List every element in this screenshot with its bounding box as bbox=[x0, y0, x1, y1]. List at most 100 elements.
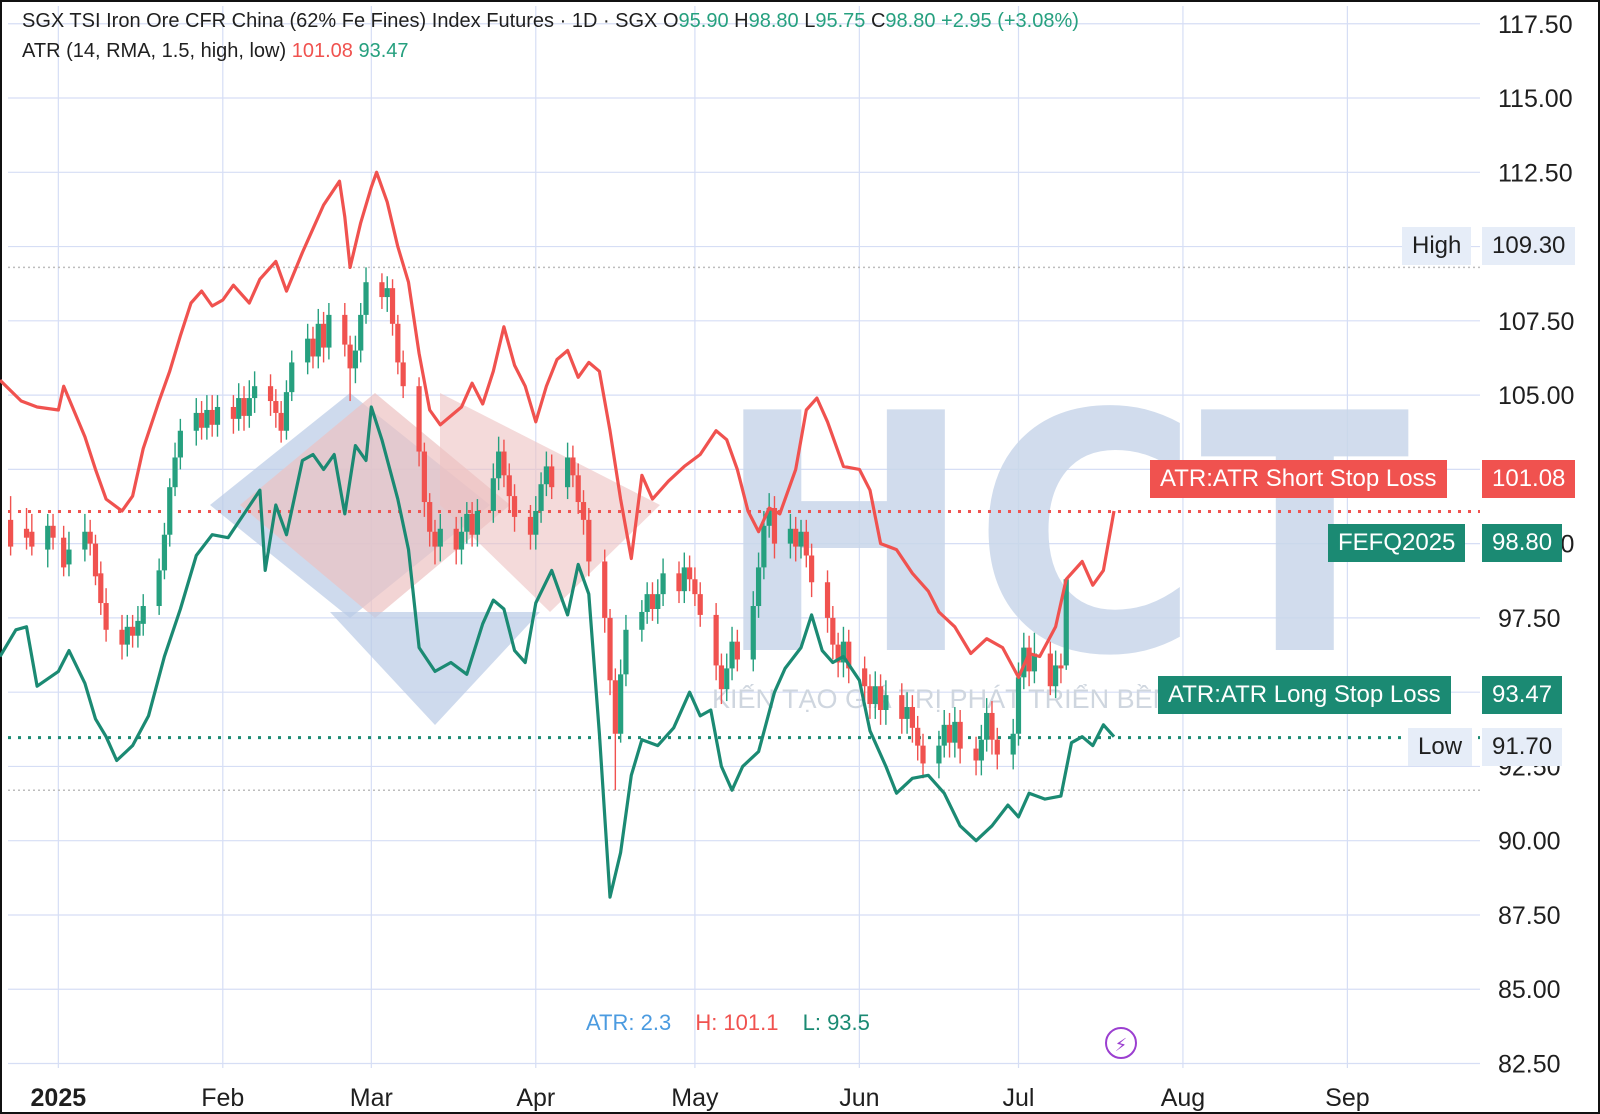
candle-body bbox=[1031, 653, 1038, 672]
candle-body bbox=[676, 573, 682, 592]
candle-body bbox=[474, 510, 481, 535]
change-value: +2.95 (+3.08%) bbox=[941, 10, 1079, 32]
candle-body bbox=[326, 314, 332, 348]
candle-body bbox=[840, 641, 847, 663]
candle-body bbox=[23, 528, 30, 538]
candle-body bbox=[718, 665, 725, 690]
candle-body bbox=[130, 626, 136, 636]
candle-body bbox=[140, 606, 146, 624]
short-stop-price-tag: 101.08 bbox=[1482, 460, 1576, 498]
candle-body bbox=[809, 555, 815, 583]
short-stop-label: ATR:ATR Short Stop Loss bbox=[1150, 460, 1447, 498]
candle-body bbox=[198, 412, 205, 428]
candle-body bbox=[119, 629, 125, 645]
candle-body bbox=[835, 644, 841, 663]
low-value: 95.75 bbox=[815, 10, 866, 32]
long-stop-price-tag: 93.47 bbox=[1482, 676, 1563, 714]
candle-body bbox=[87, 531, 93, 544]
candle-body bbox=[283, 392, 290, 431]
x-tick-label: Aug bbox=[1161, 1084, 1205, 1112]
candle-body bbox=[289, 362, 295, 393]
candle-body bbox=[241, 398, 247, 416]
candle-body bbox=[347, 344, 353, 369]
symbol-header: SGX TSI Iron Ore CFR China (62% Fe Fines… bbox=[22, 10, 1079, 33]
candle-body bbox=[952, 721, 958, 743]
candle-body bbox=[358, 314, 364, 351]
high-price-tag: 109.30 bbox=[1482, 227, 1576, 265]
indicator-header[interactable]: ATR (14, RMA, 1.5, high, low) 101.08 93.… bbox=[22, 40, 409, 63]
candle-body bbox=[66, 549, 72, 565]
candle-body bbox=[687, 567, 693, 580]
candle-body bbox=[644, 594, 650, 612]
candle-body bbox=[103, 603, 109, 630]
high-label: H bbox=[734, 10, 749, 32]
candle-body bbox=[909, 707, 916, 728]
candle-body bbox=[161, 534, 168, 571]
candle-body bbox=[379, 282, 385, 298]
indicator-name: ATR (14, RMA, 1.5, high, low) bbox=[22, 40, 287, 62]
candle-body bbox=[193, 412, 199, 431]
candle-body bbox=[697, 594, 703, 615]
candle-body bbox=[363, 282, 369, 315]
candle-body bbox=[867, 686, 873, 705]
candle-body bbox=[527, 516, 534, 535]
candle-body bbox=[252, 386, 258, 399]
candle-body bbox=[246, 398, 252, 416]
y-tick-label: 82.50 bbox=[1498, 1050, 1561, 1078]
candle-body bbox=[135, 620, 141, 636]
watermark-logo-shape bbox=[330, 612, 540, 725]
candle-body bbox=[384, 288, 390, 298]
candle-body bbox=[416, 386, 422, 452]
candle-body bbox=[734, 641, 740, 660]
y-tick-label: 85.00 bbox=[1498, 976, 1561, 1004]
candle-body bbox=[204, 409, 210, 428]
candle-body bbox=[803, 531, 809, 556]
candle-body bbox=[729, 641, 735, 669]
candle-body bbox=[899, 695, 905, 719]
candle-body bbox=[209, 409, 215, 425]
high-value: 98.80 bbox=[748, 10, 799, 32]
candle-body bbox=[978, 739, 984, 761]
candle-body bbox=[469, 513, 475, 535]
candle-body bbox=[506, 475, 512, 497]
candle-body bbox=[432, 531, 438, 547]
y-tick-label: 97.50 bbox=[1498, 605, 1561, 633]
long-stop-line bbox=[0, 405, 1116, 899]
candle-body bbox=[761, 525, 767, 568]
lightning-icon[interactable]: ⚡ bbox=[1105, 1027, 1137, 1059]
y-tick-label: 105.00 bbox=[1498, 382, 1574, 410]
candle-body bbox=[156, 570, 162, 607]
close-label: C bbox=[870, 10, 886, 32]
open-value: 95.90 bbox=[678, 10, 729, 32]
candle-body bbox=[787, 528, 793, 544]
candle-body bbox=[846, 641, 852, 669]
candle-body bbox=[549, 466, 555, 488]
candle-body bbox=[400, 362, 406, 387]
candle-body bbox=[607, 617, 613, 681]
candle-body bbox=[543, 466, 549, 485]
candle-body bbox=[681, 567, 687, 592]
candle-body bbox=[755, 567, 762, 607]
candle-body bbox=[61, 537, 67, 568]
x-tick-label: Mar bbox=[350, 1084, 393, 1112]
y-tick-label: 112.50 bbox=[1498, 159, 1573, 187]
candle-body bbox=[320, 323, 327, 348]
candle-body bbox=[904, 707, 910, 719]
candle-body bbox=[533, 510, 539, 535]
candle-body bbox=[570, 457, 576, 476]
low-label: L bbox=[804, 10, 816, 32]
candle-body bbox=[98, 573, 104, 604]
candle-body bbox=[1063, 579, 1069, 666]
candle-body bbox=[883, 695, 889, 710]
candle-body bbox=[984, 712, 990, 740]
candle-body bbox=[453, 528, 459, 550]
candle-body bbox=[82, 531, 88, 550]
candle-body bbox=[750, 606, 756, 660]
x-tick-label: Jun bbox=[839, 1084, 879, 1112]
candle-body bbox=[771, 507, 778, 544]
candle-body bbox=[464, 513, 470, 532]
candle-body bbox=[427, 502, 433, 532]
x-tick-label: 2025 bbox=[31, 1084, 87, 1112]
candle-body bbox=[824, 582, 831, 618]
candle-body bbox=[352, 350, 359, 369]
